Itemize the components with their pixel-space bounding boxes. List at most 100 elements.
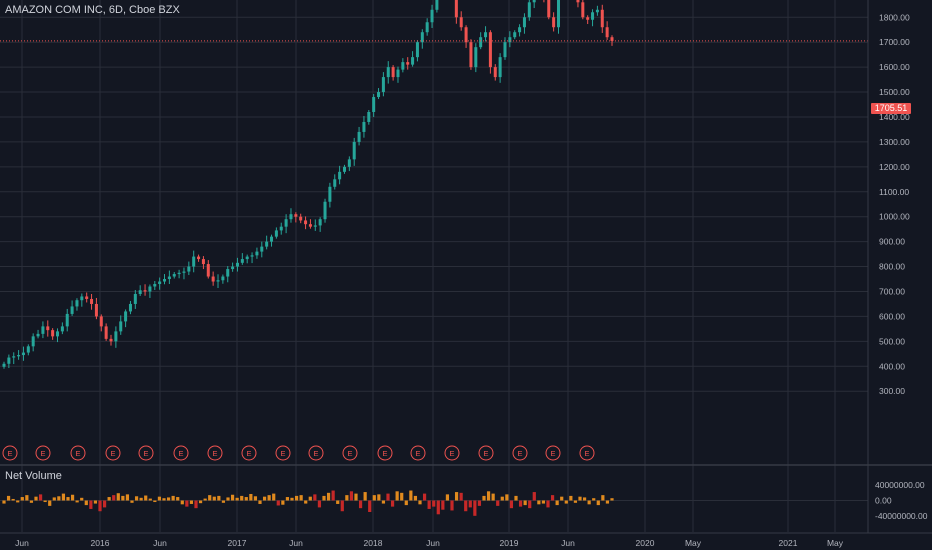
candle-body-81 [396, 69, 400, 78]
candle-body-88 [430, 9, 434, 23]
candle-body-108 [527, 2, 531, 18]
volume-bar-106 [486, 491, 491, 501]
candle-body-58 [284, 219, 288, 227]
volume-bar-115 [528, 500, 532, 509]
candle-body-48 [235, 262, 239, 267]
candle-body-84 [411, 57, 415, 65]
price-tick-4: 700.00 [879, 286, 905, 296]
volume-bar-13 [61, 493, 66, 501]
candle-body-125 [610, 37, 614, 41]
volume-bar-117 [537, 500, 541, 505]
candle-body-1 [7, 357, 11, 364]
candle-body-107 [522, 17, 526, 28]
volume-bar-5 [25, 495, 29, 501]
volume-bar-99 [454, 492, 459, 501]
candle-body-122 [595, 9, 599, 13]
volume-bar-124 [569, 495, 573, 501]
volume-bar-37 [171, 495, 175, 501]
volume-bar-59 [272, 493, 276, 501]
candle-body-120 [586, 17, 590, 20]
volume-bar-26 [121, 495, 125, 501]
time-tick-6: Jun [426, 538, 440, 548]
volume-bar-72 [331, 490, 335, 501]
price-tick-5: 800.00 [879, 262, 905, 272]
candle-body-82 [401, 62, 405, 70]
candle-body-12 [60, 326, 64, 332]
candle-body-41 [201, 259, 205, 265]
earnings-label-6: E [212, 449, 217, 458]
candle-body-76 [372, 97, 376, 112]
volume-bar-129 [592, 498, 596, 501]
candle-body-73 [357, 131, 361, 142]
earnings-label-9: E [313, 449, 318, 458]
candle-body-79 [386, 67, 390, 78]
volume-bar-86 [395, 491, 399, 501]
candle-body-99 [484, 32, 488, 38]
candle-body-59 [289, 214, 293, 220]
volume-bar-4 [20, 497, 24, 501]
volume-bar-108 [496, 500, 500, 506]
volume-bar-70 [322, 495, 326, 501]
volume-bar-63 [290, 497, 294, 501]
candle-body-75 [367, 111, 371, 122]
candle-body-95 [464, 27, 468, 43]
candle-body-51 [250, 255, 254, 257]
candle-body-106 [518, 27, 522, 33]
earnings-circle-14 [478, 445, 494, 461]
volume-bar-44 [203, 498, 207, 501]
earnings-circle-0 [2, 445, 18, 461]
earnings-circle-2 [70, 445, 86, 461]
candle-body-14 [70, 306, 74, 314]
candle-body-55 [270, 236, 274, 242]
price-tick-11: 1400.00 [879, 112, 910, 122]
volume-bar-2 [11, 498, 15, 501]
candle-body-124 [605, 27, 609, 38]
candle-body-42 [206, 264, 210, 277]
volume-bar-16 [75, 500, 79, 503]
candle-body-57 [279, 226, 283, 231]
candle-body-78 [381, 77, 385, 93]
earnings-circle-5 [173, 445, 189, 461]
volume-bar-18 [84, 500, 88, 506]
candle-body-36 [177, 272, 181, 275]
earnings-label-10: E [347, 449, 352, 458]
price-tick-15: 1800.00 [879, 12, 910, 22]
axes [0, 0, 932, 534]
candle-body-71 [347, 159, 351, 167]
time-tick-9: 2020 [636, 538, 655, 548]
time-tick-0: Jun [15, 538, 29, 548]
candle-body-47 [231, 266, 235, 270]
volume-bar-76 [349, 491, 354, 501]
candle-body-31 [153, 284, 157, 287]
candle-body-35 [172, 274, 176, 277]
volume-bar-111 [509, 500, 514, 509]
volume-bar-34 [157, 496, 162, 501]
volume-bar-25 [116, 493, 120, 501]
candle-body-86 [420, 32, 424, 43]
candle-body-20 [99, 316, 103, 327]
candle-body-53 [260, 246, 264, 252]
candle-body-98 [479, 37, 483, 48]
price-tick-8: 1100.00 [879, 187, 909, 197]
last-price-tag: 1705.51 [871, 103, 911, 114]
candle-body-80 [391, 67, 395, 78]
candle-body-56 [274, 230, 278, 237]
candle-body-100 [488, 32, 492, 68]
candle-body-8 [41, 326, 45, 334]
price-axis-labels: 300.00 400.00 500.00 600.00 700.00 800.00 900.… [879, 12, 910, 396]
candle-body-3 [17, 355, 21, 357]
candle-body-103 [503, 42, 507, 58]
earnings-circle-10 [342, 445, 358, 461]
price-tick-10: 1300.00 [879, 137, 910, 147]
volume-bar-67 [308, 496, 312, 501]
volume-bar-84 [386, 493, 390, 501]
volume-tick-0: 40000000.00 [875, 480, 925, 490]
candle-body-19 [94, 303, 98, 317]
time-tick-11: 2021 [779, 538, 798, 548]
volume-bar-10 [48, 500, 52, 506]
volume-bar-0 [2, 500, 6, 504]
volume-bar-49 [226, 497, 230, 501]
candle-body-54 [265, 241, 269, 247]
